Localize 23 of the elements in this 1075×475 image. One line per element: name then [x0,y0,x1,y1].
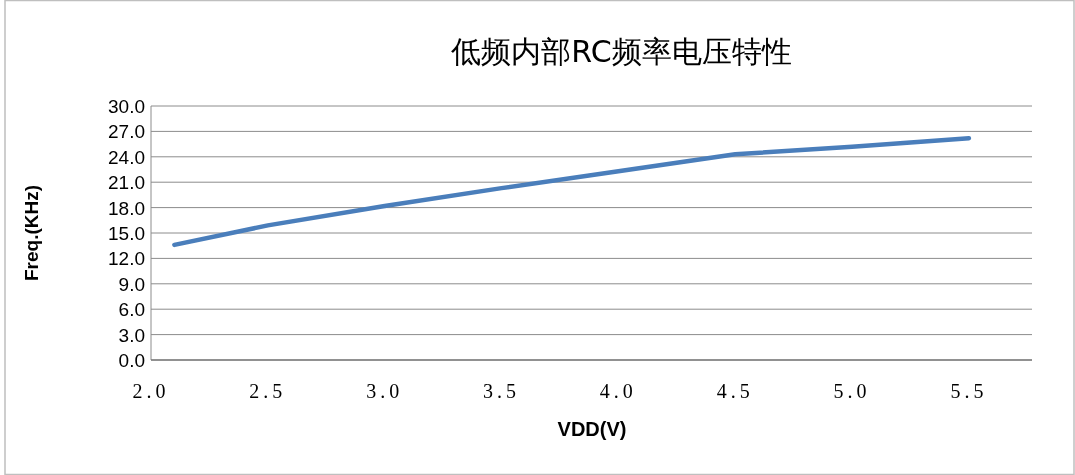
x-tick-label: 2.0 [132,380,170,402]
y-tick-label: 9.0 [118,273,145,295]
x-tick-label: 3.5 [483,380,521,402]
y-tick-label: 21.0 [108,172,145,194]
y-tick-label: 30.0 [108,96,145,117]
chart-title: 低频内部RC频率电压特性 [451,34,792,69]
y-tick-label: 24.0 [108,146,145,168]
y-axis-title: Freq.(KHz) [21,184,42,282]
x-axis-title: VDD(V) [557,418,627,440]
y-tick-label: 12.0 [108,248,145,270]
x-tick-label: 4.0 [599,380,637,402]
x-tick-label: 3.0 [366,380,404,402]
y-tick-label: 0.0 [118,350,145,371]
y-tick-label: 6.0 [118,299,145,321]
y-tick-label: 27.0 [108,121,145,143]
x-tick-label: 5.5 [950,380,988,402]
y-tick-label: 18.0 [108,197,145,219]
x-tick-label: 4.5 [716,380,754,402]
y-tick-label: 15.0 [108,223,145,244]
x-tick-label: 5.0 [833,380,871,402]
y-tick-label: 3.0 [118,324,145,346]
x-tick-label: 2.5 [249,380,287,402]
line-series [172,135,972,248]
